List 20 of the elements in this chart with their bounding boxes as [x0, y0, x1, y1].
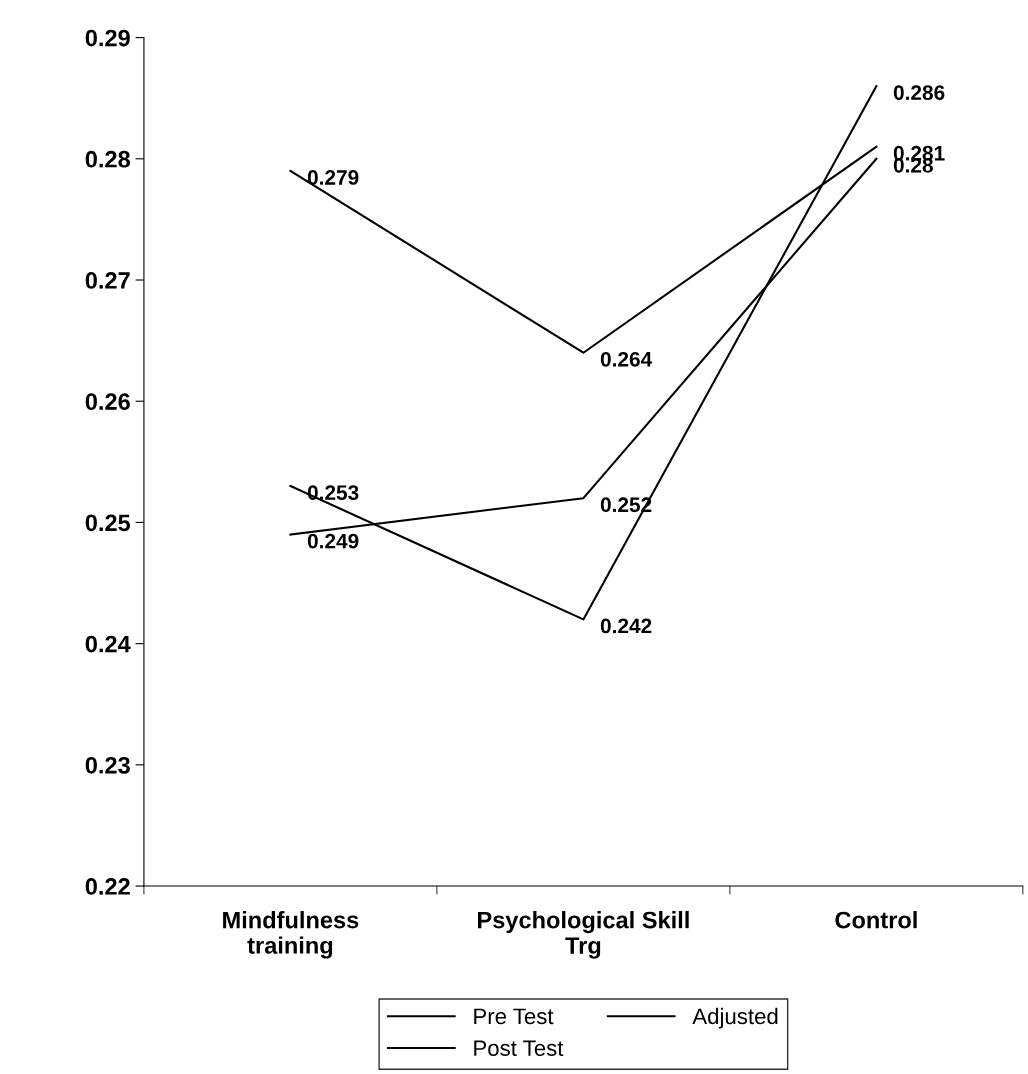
data-label: 0.286: [893, 85, 945, 100]
y-tick-label: 0.23: [85, 756, 130, 774]
y-tick-label: 0.28: [85, 150, 131, 168]
y-tick-label: 0.29: [85, 29, 130, 47]
x-tick-label: Control: [835, 911, 917, 929]
y-tick-label: 0.25: [85, 514, 131, 532]
data-label: 0.253: [307, 485, 359, 501]
y-tick-label: 0.22: [85, 878, 130, 895]
data-label: 0.249: [307, 533, 359, 549]
y-tick-label: 0.27: [85, 272, 130, 289]
x-tick-label: Mindfulness training: [223, 911, 359, 959]
y-tick-label: 0.24: [85, 635, 131, 653]
legend-label: Pre Test: [474, 1008, 554, 1025]
data-label: 0.264: [600, 351, 653, 367]
data-label: 0.242: [600, 618, 652, 634]
legend-label: Post Test: [474, 1040, 564, 1057]
y-tick-label: 0.26: [85, 393, 130, 410]
data-label: 0.279: [307, 170, 359, 185]
legend-label: Adjusted: [692, 1007, 778, 1029]
x-tick-label: Psychological Skill Trg: [478, 911, 689, 959]
